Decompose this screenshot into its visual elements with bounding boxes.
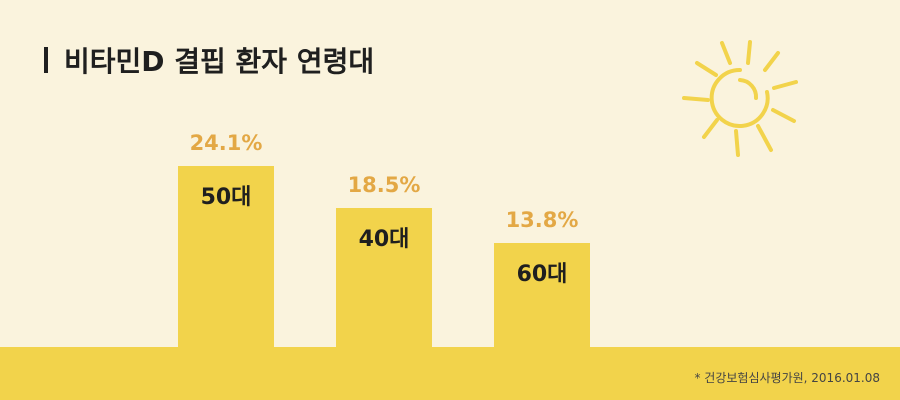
bar-1 [178, 166, 274, 349]
bar-category-label: 50대 [200, 185, 252, 210]
sun-ray [756, 124, 773, 152]
sun-ray [682, 96, 710, 102]
sun-ray [702, 118, 719, 139]
bar-category-label: 40대 [358, 227, 410, 252]
bar-value-label: 18.5% [347, 173, 421, 197]
sun-ray [734, 129, 740, 157]
bar-2 [336, 208, 432, 349]
sun-icon [682, 40, 798, 157]
sun-inner-arc [738, 78, 759, 100]
bar-3 [494, 243, 590, 349]
sun-ray [771, 108, 796, 123]
bar-category-label: 60대 [516, 262, 568, 287]
sun-circle [709, 67, 770, 128]
sun-ray [746, 40, 752, 65]
title-bar-decoration [44, 47, 48, 73]
sun-ray [772, 80, 798, 90]
bar-value-label: 24.1% [189, 131, 263, 155]
page-title: 비타민D 결핍 환자 연령대 [44, 40, 374, 80]
sun-ray [720, 41, 732, 65]
sun-ray [763, 51, 780, 72]
ground-strip [0, 347, 900, 400]
title-text: 비타민D 결핍 환자 연령대 [64, 45, 375, 78]
bar-value-label: 13.8% [505, 208, 579, 232]
source-note: * 건강보험심사평가원, 2016.01.08 [694, 371, 880, 385]
sun-ray [695, 61, 718, 77]
